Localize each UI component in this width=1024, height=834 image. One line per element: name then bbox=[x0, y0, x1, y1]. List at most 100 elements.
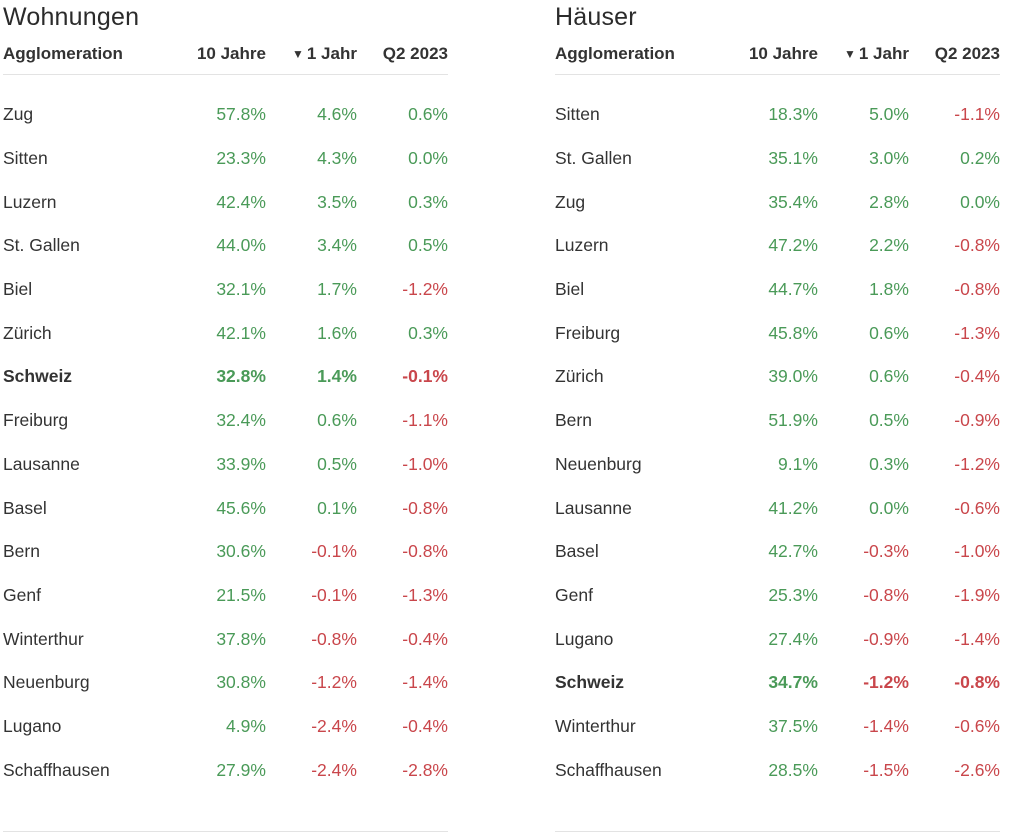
cell-q2-2023: -0.8% bbox=[402, 497, 448, 518]
column-header-1-jahr-label: 1 Jahr bbox=[306, 44, 357, 63]
cell-q2-2023: 0.0% bbox=[960, 191, 1000, 212]
cell-agglomeration: Lugano bbox=[555, 628, 614, 649]
cell-agglomeration: Zürich bbox=[555, 366, 604, 387]
cell-agglomeration: Winterthur bbox=[3, 628, 84, 649]
cell-q2-2023: -0.8% bbox=[954, 672, 1000, 693]
table-row: Sitten 18.3% 5.0% -1.1% bbox=[555, 93, 1000, 137]
table-row: Schweiz 32.8% 1.4% -0.1% bbox=[3, 355, 448, 399]
cell-1-jahr: 2.8% bbox=[869, 191, 909, 212]
column-header-1-jahr[interactable]: ▼ 1 Jahr bbox=[818, 34, 909, 75]
cell-1-jahr: -0.8% bbox=[311, 628, 357, 649]
cell-1-jahr: -0.1% bbox=[311, 541, 357, 562]
cell-agglomeration: Zug bbox=[3, 104, 34, 125]
cell-10-jahre: 34.7% bbox=[768, 672, 818, 693]
panel-title: Häuser bbox=[555, 3, 637, 31]
cell-10-jahre: 35.4% bbox=[768, 191, 818, 212]
cell-q2-2023: -1.0% bbox=[402, 453, 448, 474]
table-row: Biel 44.7% 1.8% -0.8% bbox=[555, 268, 1000, 312]
cell-agglomeration: Winterthur bbox=[555, 715, 636, 736]
table-wohnungen: Agglomeration 10 Jahre ▼ 1 Jahr Q2 2023 Z… bbox=[3, 34, 448, 792]
cell-10-jahre: 35.1% bbox=[768, 148, 818, 169]
cell-10-jahre: 28.5% bbox=[768, 759, 818, 780]
cell-10-jahre: 23.3% bbox=[216, 148, 266, 169]
sort-down-icon: ▼ bbox=[291, 47, 304, 61]
cell-q2-2023: -0.6% bbox=[954, 715, 1000, 736]
bottom-divider bbox=[555, 831, 1000, 832]
cell-10-jahre: 42.1% bbox=[216, 322, 266, 343]
cell-agglomeration: Lugano bbox=[3, 715, 62, 736]
cell-agglomeration: Schaffhausen bbox=[3, 759, 110, 780]
cell-agglomeration: Genf bbox=[3, 584, 41, 605]
cell-agglomeration: Zug bbox=[555, 191, 586, 212]
cell-q2-2023: 0.2% bbox=[960, 148, 1000, 169]
cell-1-jahr: 0.3% bbox=[869, 453, 909, 474]
column-header-q2-2023[interactable]: Q2 2023 bbox=[934, 44, 1000, 63]
cell-10-jahre: 37.5% bbox=[768, 715, 818, 736]
column-header-agglomeration[interactable]: Agglomeration bbox=[3, 44, 123, 63]
panel-wohnungen: Wohnungen Agglomeration 10 Jahre ▼ 1 Jahr… bbox=[3, 0, 448, 792]
table-row: Genf 21.5% -0.1% -1.3% bbox=[3, 574, 448, 618]
cell-q2-2023: -1.0% bbox=[954, 541, 1000, 562]
cell-agglomeration: Genf bbox=[555, 584, 593, 605]
cell-1-jahr: 1.8% bbox=[869, 279, 909, 300]
cell-agglomeration: Sitten bbox=[555, 104, 600, 125]
header-row: Agglomeration 10 Jahre ▼ 1 Jahr Q2 2023 bbox=[555, 34, 1000, 75]
cell-q2-2023: -1.9% bbox=[954, 584, 1000, 605]
cell-agglomeration: Luzern bbox=[555, 235, 609, 256]
table-row: Basel 42.7% -0.3% -1.0% bbox=[555, 530, 1000, 574]
table-row: Zürich 42.1% 1.6% 0.3% bbox=[3, 311, 448, 355]
table-row: Bern 30.6% -0.1% -0.8% bbox=[3, 530, 448, 574]
cell-q2-2023: -0.8% bbox=[954, 235, 1000, 256]
cell-agglomeration: Biel bbox=[555, 279, 585, 300]
cell-agglomeration: Bern bbox=[3, 541, 40, 562]
table-row: Neuenburg 9.1% 0.3% -1.2% bbox=[555, 443, 1000, 487]
cell-q2-2023: 0.3% bbox=[408, 322, 448, 343]
cell-q2-2023: -1.1% bbox=[402, 410, 448, 431]
cell-10-jahre: 41.2% bbox=[768, 497, 818, 518]
table-row: Lugano 4.9% -2.4% -0.4% bbox=[3, 705, 448, 749]
cell-1-jahr: 0.6% bbox=[869, 366, 909, 387]
cell-q2-2023: -0.6% bbox=[954, 497, 1000, 518]
cell-1-jahr: -0.9% bbox=[863, 628, 909, 649]
sort-down-icon: ▼ bbox=[843, 47, 856, 61]
cell-agglomeration: Bern bbox=[555, 410, 592, 431]
cell-q2-2023: -1.3% bbox=[954, 322, 1000, 343]
cell-q2-2023: -1.2% bbox=[402, 279, 448, 300]
cell-1-jahr: 4.3% bbox=[317, 148, 357, 169]
cell-q2-2023: -1.2% bbox=[954, 453, 1000, 474]
cell-agglomeration: Lausanne bbox=[3, 453, 80, 474]
column-header-1-jahr-label: 1 Jahr bbox=[858, 44, 909, 63]
cell-1-jahr: -2.4% bbox=[311, 759, 357, 780]
cell-agglomeration: Freiburg bbox=[3, 410, 69, 431]
cell-10-jahre: 42.7% bbox=[768, 541, 818, 562]
cell-10-jahre: 32.4% bbox=[216, 410, 266, 431]
cell-q2-2023: -1.4% bbox=[954, 628, 1000, 649]
table-row: Biel 32.1% 1.7% -1.2% bbox=[3, 268, 448, 312]
cell-q2-2023: -0.4% bbox=[402, 628, 448, 649]
table-body: Zug 57.8% 4.6% 0.6% Sitten 23.3% 4.3% 0.0% Luzer… bbox=[3, 93, 448, 792]
table-row: Basel 45.6% 0.1% -0.8% bbox=[3, 486, 448, 530]
cell-1-jahr: 1.7% bbox=[317, 279, 357, 300]
column-header-1-jahr[interactable]: ▼ 1 Jahr bbox=[266, 34, 357, 75]
table-row: Lausanne 41.2% 0.0% -0.6% bbox=[555, 486, 1000, 530]
cell-10-jahre: 32.1% bbox=[216, 279, 266, 300]
cell-q2-2023: -0.4% bbox=[954, 366, 1000, 387]
column-header-10-jahre[interactable]: 10 Jahre bbox=[196, 44, 266, 63]
column-header-q2-2023[interactable]: Q2 2023 bbox=[382, 44, 448, 63]
column-header-10-jahre[interactable]: 10 Jahre bbox=[748, 44, 818, 63]
cell-1-jahr: 3.4% bbox=[317, 235, 357, 256]
cell-agglomeration: Basel bbox=[3, 497, 47, 518]
cell-1-jahr: 1.4% bbox=[317, 366, 357, 387]
table-row: Genf 25.3% -0.8% -1.9% bbox=[555, 574, 1000, 618]
cell-q2-2023: -0.8% bbox=[402, 541, 448, 562]
column-header-agglomeration[interactable]: Agglomeration bbox=[555, 44, 675, 63]
cell-10-jahre: 18.3% bbox=[768, 104, 818, 125]
cell-10-jahre: 44.7% bbox=[768, 279, 818, 300]
cell-1-jahr: 5.0% bbox=[869, 104, 909, 125]
table-row: Schaffhausen 27.9% -2.4% -2.8% bbox=[3, 748, 448, 792]
cell-q2-2023: -2.6% bbox=[954, 759, 1000, 780]
cell-10-jahre: 25.3% bbox=[768, 584, 818, 605]
table-row: Freiburg 45.8% 0.6% -1.3% bbox=[555, 311, 1000, 355]
cell-1-jahr: 4.6% bbox=[317, 104, 357, 125]
table-row: Lausanne 33.9% 0.5% -1.0% bbox=[3, 443, 448, 487]
